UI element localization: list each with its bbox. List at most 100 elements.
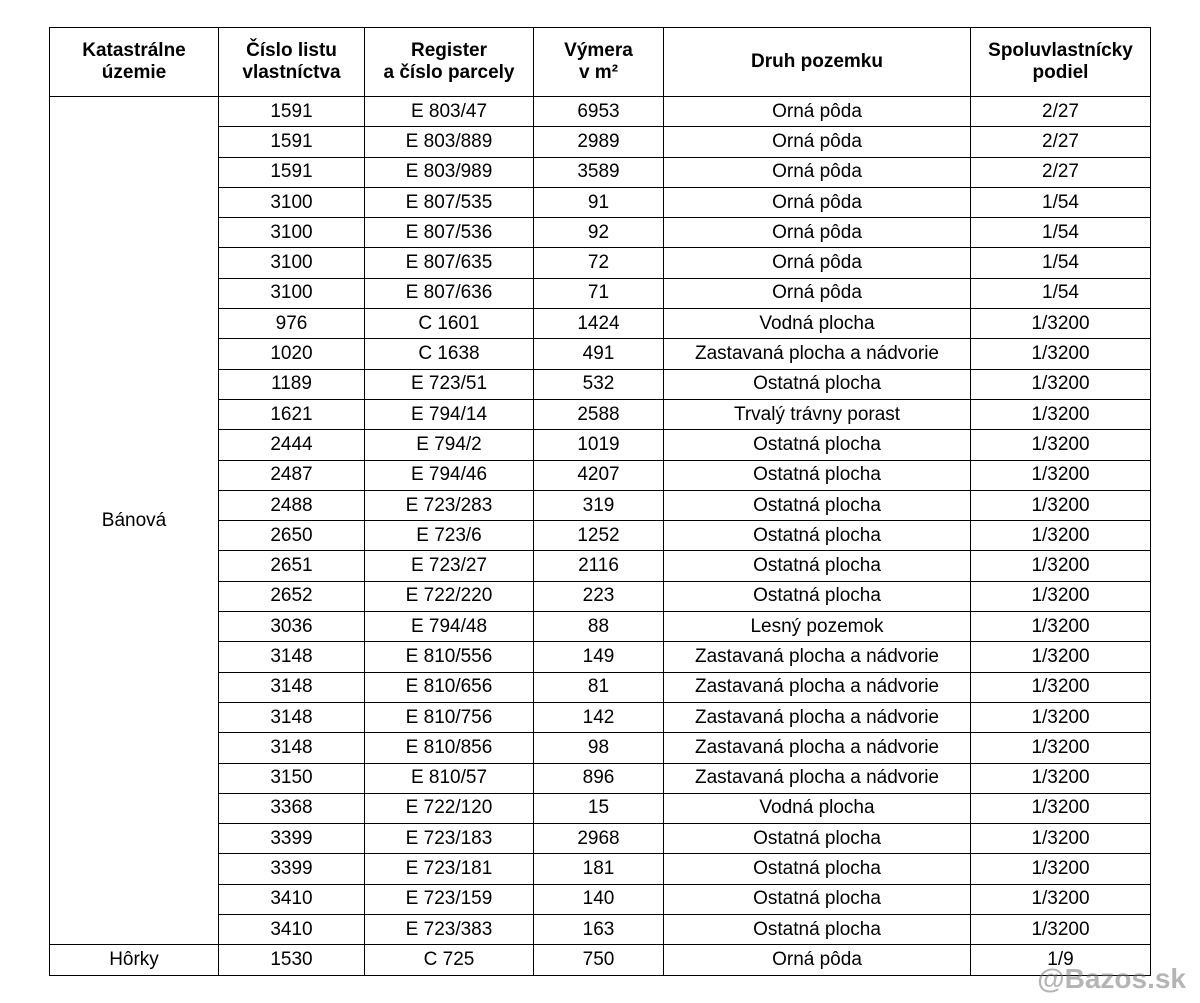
table-cell: 2/27 <box>970 95 1151 128</box>
table-cell: Orná pôda <box>663 944 971 976</box>
table-row: 3100 E 807/636 71 Orná pôda 1/54 <box>50 277 1151 310</box>
header-cell: Spoluvlastnícky podiel <box>970 27 1151 97</box>
table-row: 3410 E 723/383 163 Ostatná plocha 1/3200 <box>50 914 1151 946</box>
header-cell: Katastrálne územie <box>49 27 219 97</box>
table-cell: 1591 <box>218 156 365 188</box>
table-cell: Zastavaná plocha a nádvorie <box>663 762 971 794</box>
table-cell: E 723/27 <box>364 550 534 582</box>
table-cell: 72 <box>533 247 664 279</box>
table-cell: 1/3200 <box>970 308 1151 340</box>
table-cell: Zastavaná plocha a nádvorie <box>663 671 971 703</box>
table-cell: E 723/181 <box>364 853 534 885</box>
table-cell: 896 <box>533 762 664 794</box>
table-cell: 1/3200 <box>970 762 1151 794</box>
table-cell: Ostatná plocha <box>663 368 971 400</box>
table-cell: 1/3200 <box>970 429 1151 461</box>
territory-cell: Hôrky <box>49 944 219 976</box>
header-line: v m² <box>578 62 619 83</box>
table-cell: 1/3200 <box>970 459 1151 491</box>
header-line: podiel <box>1032 62 1089 83</box>
table-cell: E 810/57 <box>364 762 534 794</box>
table-cell: E 723/51 <box>364 368 534 400</box>
table-cell: 163 <box>533 914 664 946</box>
table-cell: 1/3200 <box>970 914 1151 946</box>
table-cell: 2968 <box>533 823 664 855</box>
table-cell: 1/3200 <box>970 883 1151 916</box>
table-row: 3399 E 723/183 2968 Ostatná plocha 1/3200 <box>50 823 1151 855</box>
table-cell: 3589 <box>533 156 664 188</box>
table-cell: Orná pôda <box>663 217 971 249</box>
table-body: Bánová 1591 E 803/47 6953 Orná pôda 2/27 1591 E… <box>49 95 1151 976</box>
table-cell: 1424 <box>533 308 664 340</box>
table-row: 1591 E 803/989 3589 Orná pôda 2/27 <box>50 156 1151 188</box>
table-cell: E 723/283 <box>364 489 534 522</box>
table-cell: 1621 <box>218 398 365 431</box>
table-cell: 15 <box>533 792 664 825</box>
table-cell: Vodná plocha <box>663 792 971 825</box>
table-cell: E 803/47 <box>364 95 534 128</box>
table-cell: 91 <box>533 186 664 219</box>
table-row: 3399 E 723/181 181 Ostatná plocha 1/3200 <box>50 853 1151 885</box>
table-cell: Orná pôda <box>663 156 971 188</box>
table-cell: 2989 <box>533 126 664 158</box>
table-cell: 3100 <box>218 277 365 310</box>
table-cell: 1/54 <box>970 186 1151 219</box>
header-line: Číslo listu <box>246 40 337 61</box>
table-row: 1591 E 803/889 2989 Orná pôda 2/27 <box>50 126 1151 158</box>
table-cell: 1/3200 <box>970 853 1151 885</box>
table-cell: Ostatná plocha <box>663 853 971 885</box>
header-line: a číslo parcely <box>383 62 515 83</box>
table-cell: Orná pôda <box>663 247 971 279</box>
table-cell: 1/3200 <box>970 611 1151 643</box>
table-cell: 3368 <box>218 792 365 825</box>
watermark: @Bazos.sk <box>1037 963 1186 994</box>
table-cell: 1591 <box>218 126 365 158</box>
table-cell: Vodná plocha <box>663 308 971 340</box>
table-cell: E 794/14 <box>364 398 534 431</box>
table-cell: E 810/656 <box>364 671 534 703</box>
table-cell: 142 <box>533 701 664 734</box>
table-cell: C 1601 <box>364 308 534 340</box>
table-cell: Ostatná plocha <box>663 823 971 855</box>
header-cell: Druh pozemku <box>663 27 971 97</box>
table-cell: 2652 <box>218 580 365 613</box>
table-cell: E 807/535 <box>364 186 534 219</box>
table-cell: E 810/856 <box>364 732 534 764</box>
table-row: 3100 E 807/536 92 Orná pôda 1/54 <box>50 217 1151 249</box>
table-cell: 3410 <box>218 883 365 916</box>
table-row: 1621 E 794/14 2588 Trvalý trávny porast 1/32… <box>50 398 1151 431</box>
table-cell: 3036 <box>218 611 365 643</box>
header-line: vlastníctva <box>242 62 341 83</box>
header-line: Register <box>410 40 488 61</box>
table-cell: E 723/6 <box>364 520 534 552</box>
table-cell: Zastavaná plocha a nádvorie <box>663 338 971 370</box>
table-cell: 88 <box>533 611 664 643</box>
table-row: Hôrky 1530 C 725 750 Orná pôda 1/9 <box>49 944 1151 976</box>
header-cell: Číslo listu vlastníctva <box>218 27 365 97</box>
table-cell: E 794/46 <box>364 459 534 491</box>
land-table: Katastrálne územie Číslo listu vlastníctva R… <box>49 27 1151 976</box>
table-cell: 2650 <box>218 520 365 552</box>
table-cell: 2/27 <box>970 156 1151 188</box>
table-cell: 1/3200 <box>970 823 1151 855</box>
table-row: 3148 E 810/756 142 Zastavaná plocha a nádvo… <box>50 701 1151 734</box>
table-cell: 98 <box>533 732 664 764</box>
table-cell: 1/3200 <box>970 489 1151 522</box>
table-cell: E 723/183 <box>364 823 534 855</box>
table-cell: 71 <box>533 277 664 310</box>
table-cell: E 723/159 <box>364 883 534 916</box>
table-cell: 140 <box>533 883 664 916</box>
table-cell: E 810/756 <box>364 701 534 734</box>
table-row: 2487 E 794/46 4207 Ostatná plocha 1/3200 <box>50 459 1151 491</box>
table-cell: 6953 <box>533 95 664 128</box>
table-cell: 3410 <box>218 914 365 946</box>
table-cell: E 794/2 <box>364 429 534 461</box>
table-cell: 1020 <box>218 338 365 370</box>
table-cell: E 722/220 <box>364 580 534 613</box>
table-cell: 3399 <box>218 823 365 855</box>
table-cell: 1/3200 <box>970 368 1151 400</box>
territory-cell: Bánová <box>49 95 219 946</box>
table-cell: E 803/989 <box>364 156 534 188</box>
table-cell: 750 <box>533 944 664 976</box>
table-cell: E 810/556 <box>364 641 534 673</box>
